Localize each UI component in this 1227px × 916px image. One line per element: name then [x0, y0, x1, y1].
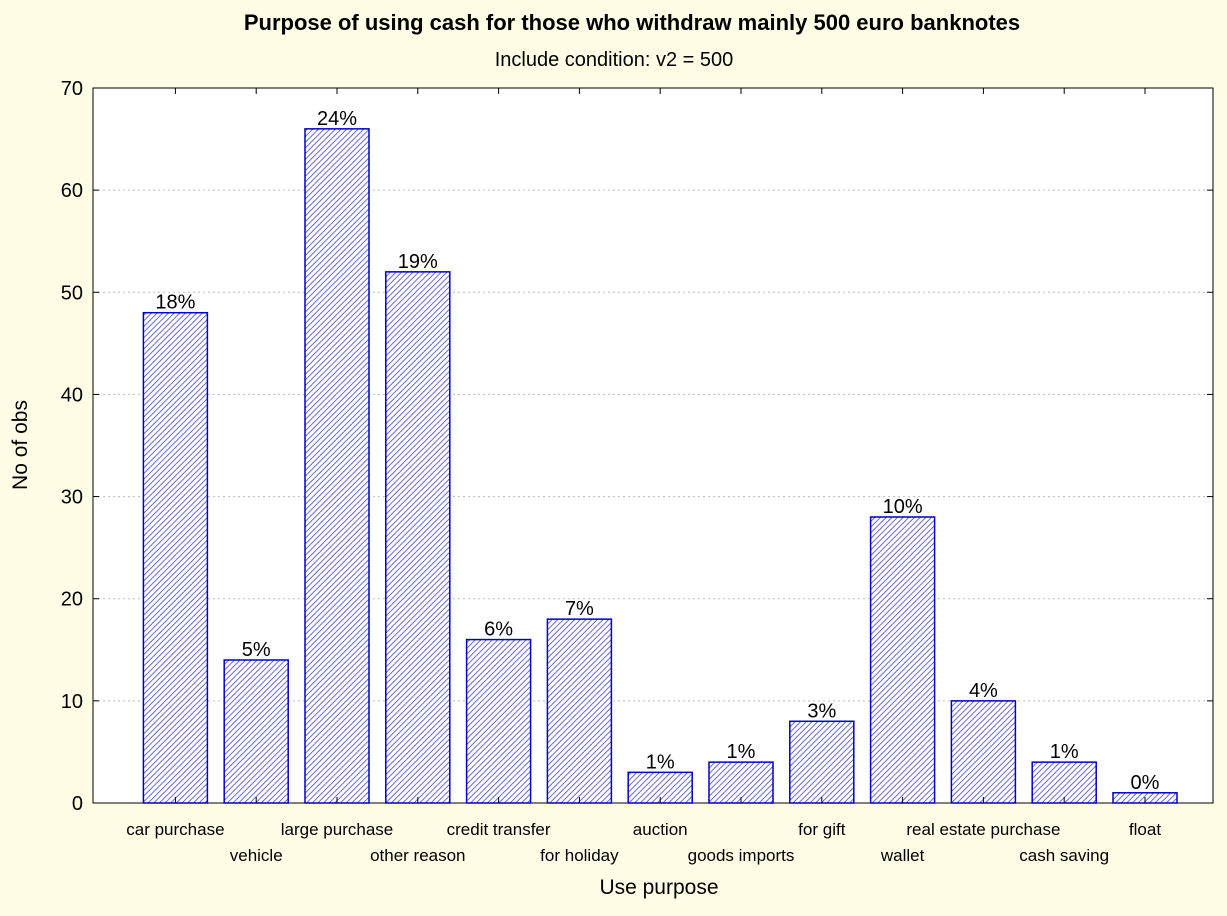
- data-label: 18%: [155, 292, 195, 314]
- y-axis-title: No of obs: [9, 400, 32, 490]
- chart-subtitle: Include condition: v2 = 500: [495, 49, 734, 71]
- bars: [142, 128, 1178, 804]
- bar-goods-imports: [708, 761, 774, 804]
- data-label: 1%: [727, 741, 756, 763]
- bar-large-purchase: [304, 128, 370, 804]
- bar-vehicle: [223, 659, 289, 804]
- data-label: 0%: [1131, 772, 1160, 794]
- y-axis: 0 10 20 30 40 50 60 70: [61, 78, 1213, 815]
- bar-credit-transfer: [465, 638, 532, 804]
- x-tick-label: for gift: [798, 820, 846, 839]
- bar-for-gift: [789, 720, 855, 804]
- bar-other-reason: [385, 271, 451, 804]
- x-tick-label: car purchase: [126, 820, 224, 839]
- bar-for-holiday: [546, 618, 613, 804]
- y-tick-label: 0: [72, 793, 83, 815]
- x-tick-label: goods imports: [688, 846, 795, 865]
- x-tick-label: credit transfer: [447, 820, 551, 839]
- bar-cash-saving: [1031, 761, 1097, 804]
- x-tick-label: real estate purchase: [906, 820, 1060, 839]
- x-axis: car purchase vehicle large purchase other r…: [126, 88, 1161, 865]
- x-tick-label: auction: [633, 820, 688, 839]
- bar-real-estate-purchase: [950, 700, 1017, 804]
- data-label: 24%: [317, 108, 357, 130]
- x-tick-label: wallet: [880, 846, 925, 865]
- bar-car-purchase: [142, 311, 209, 804]
- data-labels: 18% 5% 24% 19% 6% 7% 1% 1% 3% 10% 4% 1% 0%: [155, 108, 1159, 794]
- data-label: 1%: [1050, 741, 1079, 763]
- x-tick-label: cash saving: [1019, 846, 1109, 865]
- data-label: 7%: [565, 598, 594, 620]
- data-label: 6%: [484, 619, 513, 641]
- y-tick-label: 20: [61, 589, 83, 611]
- y-tick-label: 50: [61, 282, 83, 304]
- x-tick-label: float: [1129, 820, 1161, 839]
- y-tick-label: 60: [61, 180, 83, 202]
- x-tick-label: other reason: [370, 846, 465, 865]
- data-label: 19%: [398, 251, 438, 273]
- y-tick-label: 10: [61, 691, 83, 713]
- y-tick-label: 40: [61, 384, 83, 406]
- chart-title: Purpose of using cash for those who with…: [244, 10, 1020, 35]
- data-label: 10%: [883, 496, 923, 518]
- data-label: 5%: [242, 639, 271, 661]
- x-axis-title: Use purpose: [599, 876, 718, 899]
- x-tick-label: vehicle: [230, 846, 283, 865]
- y-tick-label: 70: [61, 78, 83, 100]
- y-tick-label: 30: [61, 487, 83, 509]
- bar-wallet: [869, 516, 936, 804]
- data-label: 1%: [646, 751, 675, 773]
- x-tick-label: for holiday: [540, 846, 619, 865]
- data-label: 3%: [807, 700, 836, 722]
- data-label: 4%: [969, 680, 998, 702]
- x-tick-label: large purchase: [281, 820, 393, 839]
